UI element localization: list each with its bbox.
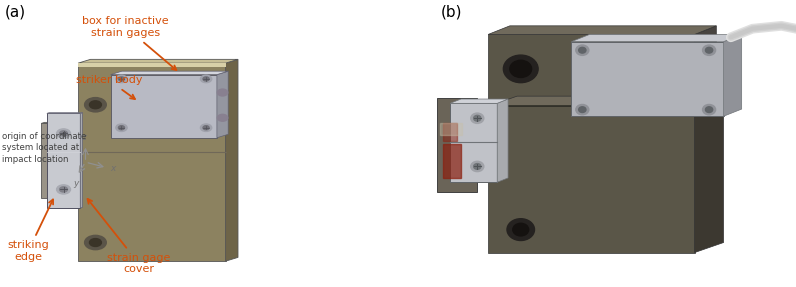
Polygon shape [724,34,742,116]
Polygon shape [488,26,716,34]
Circle shape [217,114,228,121]
Circle shape [119,126,124,130]
Circle shape [116,75,127,83]
Text: striker body: striker body [76,75,142,99]
Circle shape [57,129,71,138]
Circle shape [513,223,529,236]
Text: origin of coordinate
system located at
impact location: origin of coordinate system located at i… [2,132,87,164]
Circle shape [84,98,107,112]
Circle shape [705,47,712,53]
Text: (b): (b) [441,4,462,19]
Text: (a): (a) [4,4,25,19]
Circle shape [507,219,534,241]
Polygon shape [572,34,742,42]
Circle shape [705,107,712,113]
Circle shape [116,124,127,131]
Polygon shape [111,71,228,75]
Circle shape [474,115,481,121]
Polygon shape [450,99,508,103]
Text: box for inactive
strain gages: box for inactive strain gages [83,16,177,70]
Text: strain gage
cover: strain gage cover [88,199,170,274]
Polygon shape [450,103,498,182]
Polygon shape [41,123,78,198]
Polygon shape [78,63,225,261]
Text: x: x [111,164,116,173]
Bar [440,123,462,135]
Polygon shape [488,34,695,106]
Circle shape [60,187,68,192]
Circle shape [57,185,71,194]
Circle shape [201,124,212,131]
Polygon shape [225,59,238,261]
Polygon shape [41,122,81,123]
Polygon shape [78,63,225,67]
Circle shape [470,161,484,172]
Polygon shape [695,26,716,106]
Polygon shape [78,122,81,198]
Polygon shape [488,106,695,253]
Circle shape [703,104,716,115]
Circle shape [119,77,124,81]
Circle shape [217,89,228,96]
Circle shape [579,47,586,53]
Circle shape [474,164,481,169]
Circle shape [201,75,212,83]
Text: striking
edge: striking edge [7,199,53,262]
Polygon shape [111,75,217,138]
Circle shape [203,77,209,81]
Circle shape [89,101,101,109]
Text: z: z [81,133,86,142]
Bar [443,123,458,141]
Circle shape [576,104,589,115]
Polygon shape [438,98,478,192]
Text: y: y [73,179,79,188]
Circle shape [510,60,532,77]
Circle shape [89,238,101,247]
Circle shape [503,55,538,83]
Polygon shape [47,113,80,208]
Bar [443,144,461,178]
Polygon shape [498,99,508,182]
Polygon shape [488,96,724,106]
Circle shape [203,126,209,130]
Circle shape [576,45,589,55]
Circle shape [84,235,107,250]
Circle shape [470,113,484,123]
Circle shape [579,107,586,113]
Circle shape [703,45,716,55]
Polygon shape [572,42,724,116]
Bar [488,106,695,253]
Polygon shape [217,71,228,138]
Polygon shape [78,59,238,63]
Circle shape [60,131,68,136]
Polygon shape [695,96,724,253]
Polygon shape [80,113,83,208]
